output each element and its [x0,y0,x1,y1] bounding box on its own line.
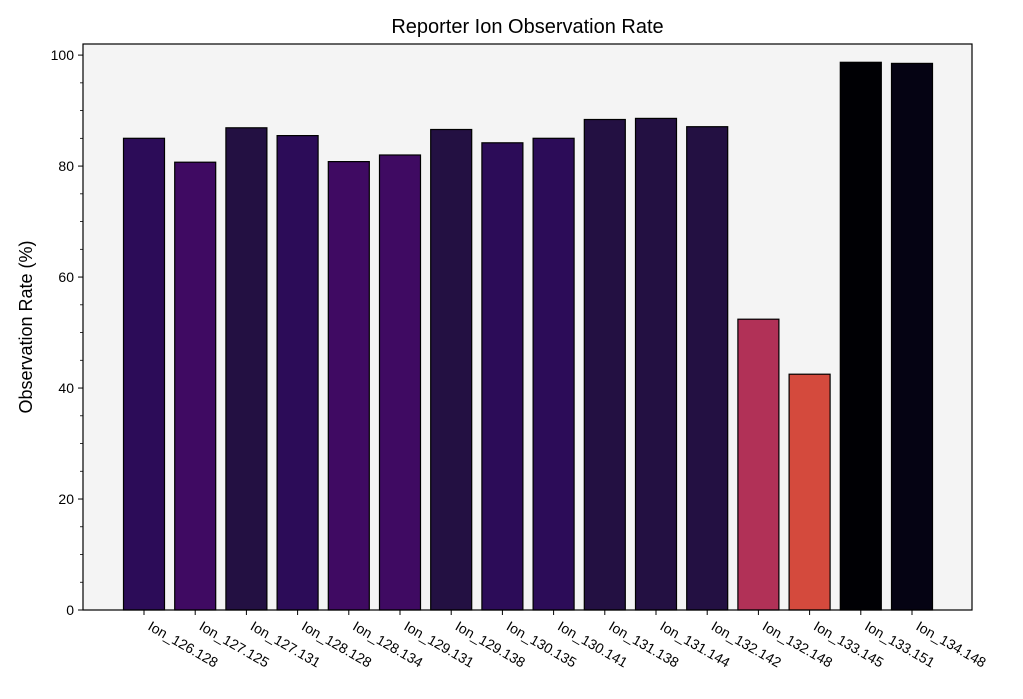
bar-ion-130-135 [481,142,524,611]
bar-ion-129-138 [430,128,473,611]
bar-ion-130-141 [532,137,575,611]
bar-ion-132-142 [686,126,729,611]
bar-ion-127-131 [225,127,268,611]
bar-ion-128-134 [327,161,370,611]
bar-ion-129-131 [378,154,422,611]
bar-ion-127-125 [174,161,217,611]
bar-ion-126-128 [122,137,166,611]
bar-ion-131-138 [583,118,626,611]
bars-group [122,61,934,611]
bar-ion-131-144 [634,117,678,611]
y-tick-label: 80 [58,158,74,174]
bar-ion-134-148 [890,62,934,611]
bar-ion-133-151 [839,61,882,611]
y-axis-label: Observation Rate (%) [16,240,36,413]
bar-ion-132-148 [737,318,780,611]
bar-ion-133-145 [788,373,831,611]
y-tick-label: 20 [58,491,74,507]
chart-title: Reporter Ion Observation Rate [391,16,663,38]
x-axis: Ion_126.128Ion_127.125Ion_127.131Ion_128… [143,610,989,671]
bar-ion-128-128 [276,135,319,611]
y-tick-label: 0 [66,602,74,618]
y-axis: 0 20 40 60 80 100 [51,47,83,618]
y-tick-label: 100 [51,47,75,63]
y-tick-label: 40 [58,380,74,396]
y-tick-label: 60 [58,269,74,285]
plot-frame [82,43,973,611]
plot-area [83,44,972,610]
